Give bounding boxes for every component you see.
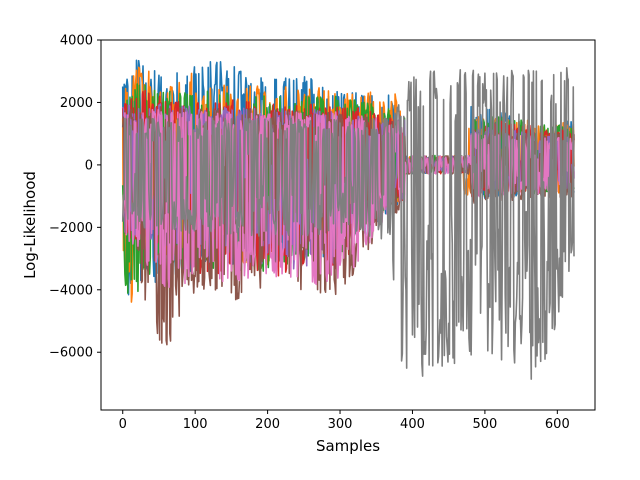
y-tick-label: 0 — [85, 158, 93, 173]
y-axis-label: Log-Likelihood — [21, 171, 39, 279]
x-tick-label: 600 — [545, 417, 570, 432]
y-tick-label: −6000 — [49, 346, 93, 361]
x-tick-label: 400 — [400, 417, 425, 432]
x-tick-label: 0 — [119, 417, 127, 432]
y-tick-label: −2000 — [49, 221, 93, 236]
x-axis-label: Samples — [316, 437, 380, 455]
x-tick-label: 500 — [472, 417, 497, 432]
y-tick-label: −4000 — [49, 283, 93, 298]
x-tick-label: 100 — [183, 417, 208, 432]
y-axis: −6000 −4000 −2000 0 2000 4000 — [49, 34, 101, 361]
x-tick-label: 300 — [328, 417, 353, 432]
y-tick-label: 2000 — [60, 96, 93, 111]
x-axis: 0 100 200 300 400 500 600 — [119, 410, 570, 432]
plot-frame — [100, 39, 596, 411]
y-tick-label: 4000 — [60, 34, 93, 49]
x-tick-label: 200 — [255, 417, 280, 432]
series-layer — [121, 59, 575, 380]
series-line — [121, 66, 575, 380]
